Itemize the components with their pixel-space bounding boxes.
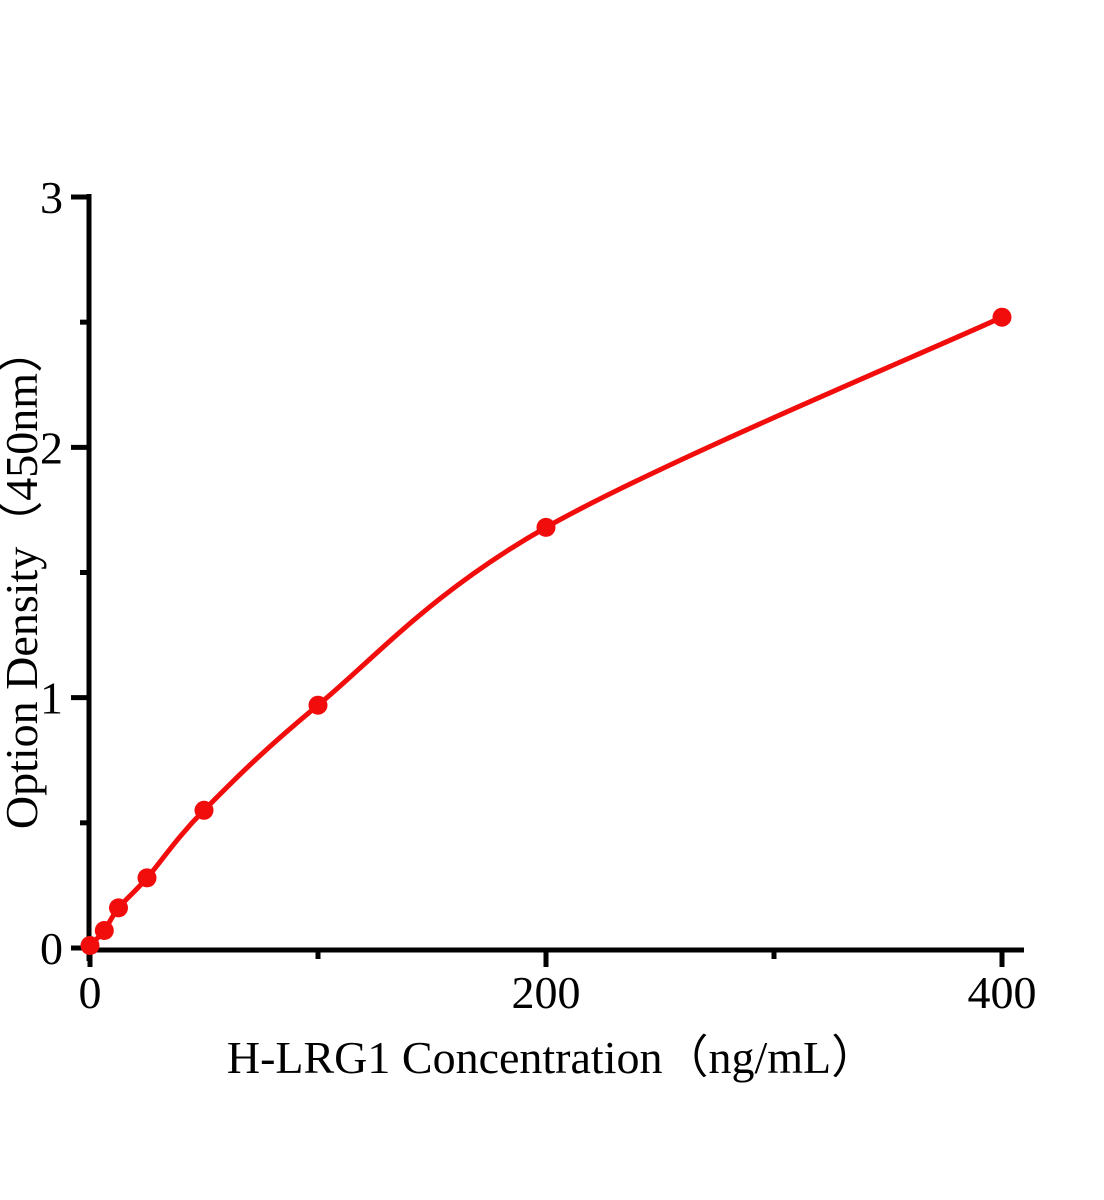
x-tick-label: 200 <box>512 967 581 1018</box>
y-axis-title: Option Density（450nm） <box>0 326 47 830</box>
standard-curve-line <box>87 314 1005 948</box>
data-point-marker <box>137 868 157 888</box>
data-point-marker <box>109 898 128 918</box>
y-tick-label: 2 <box>40 422 63 473</box>
data-point-marker <box>308 695 328 715</box>
y-tick-label: 1 <box>40 673 63 724</box>
x-axis-title: H-LRG1 Concentration（ng/mL） <box>226 1032 878 1083</box>
x-tick-label: 0 <box>79 967 102 1018</box>
y-tick-label: 0 <box>40 923 63 974</box>
data-point-marker <box>536 517 556 537</box>
y-tick-label: 3 <box>40 172 63 223</box>
data-point-marker <box>194 800 214 820</box>
data-point-marker <box>80 936 100 955</box>
data-point-marker <box>94 921 114 940</box>
data-point-marker <box>992 307 1012 327</box>
x-tick-label: 400 <box>968 967 1037 1018</box>
